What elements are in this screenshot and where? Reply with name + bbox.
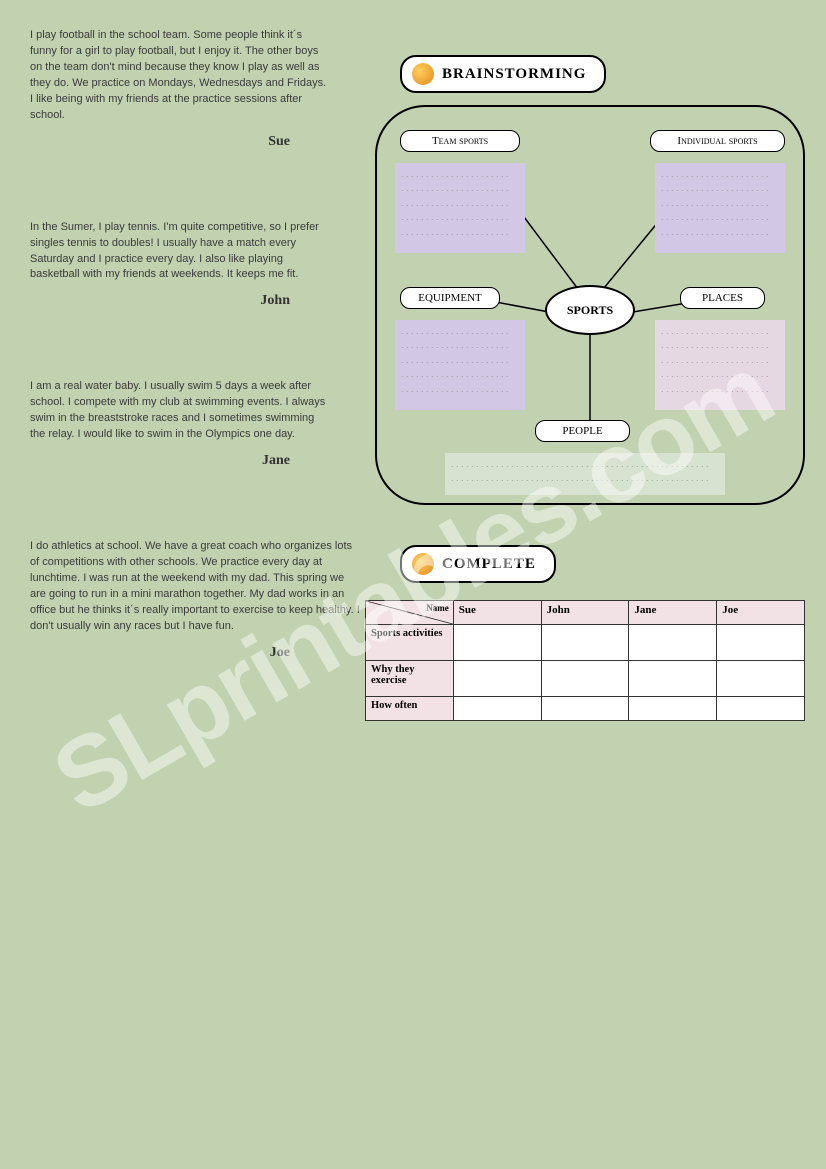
author-joe: Joe bbox=[30, 645, 330, 661]
col-joe: Joe bbox=[717, 601, 805, 625]
fillbox-places[interactable]: . . . . . . . . . . . . . . . . . . . . … bbox=[655, 320, 785, 410]
row-howoften: How often bbox=[366, 697, 454, 721]
diag-header-cell: Name bbox=[366, 601, 454, 625]
fillbox-equipment[interactable]: . . . . . . . . . . . . . . . . . . . . … bbox=[395, 320, 525, 410]
row-why: Why they exercise bbox=[366, 661, 454, 697]
col-sue: Sue bbox=[453, 601, 541, 625]
brainstorming-header: BRAINSTORMING bbox=[400, 55, 606, 93]
author-jane: Jane bbox=[30, 453, 330, 469]
fillbox-people[interactable]: . . . . . . . . . . . . . . . . . . . . … bbox=[445, 453, 725, 495]
cat-team-sports: Team sports bbox=[400, 130, 520, 152]
cell[interactable] bbox=[717, 661, 805, 697]
cat-individual-sports: Individual sports bbox=[650, 130, 785, 152]
cell[interactable] bbox=[453, 625, 541, 661]
passage-jane: I am a real water baby. I usually swim 5… bbox=[30, 379, 330, 443]
fillbox-team[interactable]: . . . . . . . . . . . . . . . . . . . . … bbox=[395, 163, 525, 253]
cell[interactable] bbox=[717, 625, 805, 661]
col-john: John bbox=[541, 601, 629, 625]
cell[interactable] bbox=[629, 697, 717, 721]
mindmap-center: SPORTS bbox=[545, 285, 635, 335]
cat-equipment: EQUIPMENT bbox=[400, 287, 500, 309]
cell[interactable] bbox=[629, 661, 717, 697]
fillbox-individual[interactable]: . . . . . . . . . . . . . . . . . . . . … bbox=[655, 163, 785, 253]
cat-places: PLACES bbox=[680, 287, 765, 309]
author-sue: Sue bbox=[30, 134, 330, 150]
brainstorming-title: BRAINSTORMING bbox=[442, 66, 586, 83]
cell[interactable] bbox=[453, 661, 541, 697]
passage-john: In the Sumer, I play tennis. I'm quite c… bbox=[30, 220, 330, 284]
cell[interactable] bbox=[541, 661, 629, 697]
complete-title: COMPLETE bbox=[442, 556, 536, 573]
passage-joe: I do athletics at school. We have a grea… bbox=[30, 539, 360, 635]
complete-header: COMPLETE bbox=[400, 545, 556, 583]
cell[interactable] bbox=[629, 625, 717, 661]
cell[interactable] bbox=[541, 625, 629, 661]
cell[interactable] bbox=[541, 697, 629, 721]
row-sports: Sports activities bbox=[366, 625, 454, 661]
passages-column: I play football in the school team. Some… bbox=[30, 28, 330, 731]
cell[interactable] bbox=[717, 697, 805, 721]
cat-people: PEOPLE bbox=[535, 420, 630, 442]
cell[interactable] bbox=[453, 697, 541, 721]
col-jane: Jane bbox=[629, 601, 717, 625]
author-john: John bbox=[30, 293, 330, 309]
ball-icon bbox=[412, 553, 434, 575]
complete-table: Name Sue John Jane Joe Sports activities… bbox=[365, 600, 805, 721]
passage-sue: I play football in the school team. Some… bbox=[30, 28, 330, 124]
ball-icon bbox=[412, 63, 434, 85]
